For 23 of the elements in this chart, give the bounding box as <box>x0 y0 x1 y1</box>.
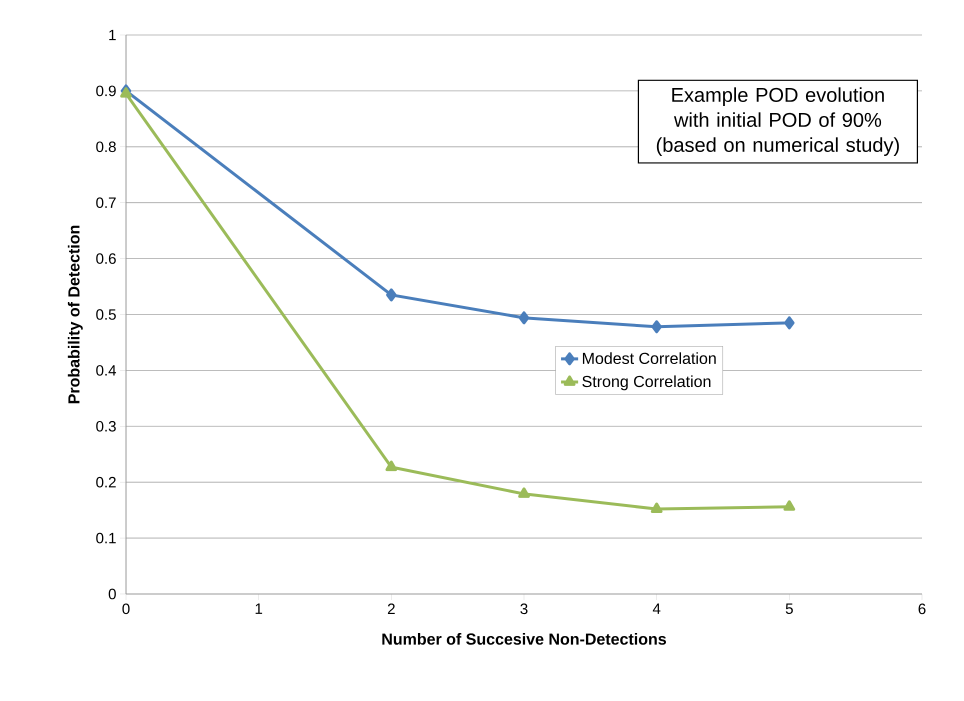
y-tick-label: 0.1 <box>96 532 116 544</box>
x-tick-label: 0 <box>122 604 130 614</box>
legend-label: Modest Correlation <box>582 352 716 364</box>
annotation: Example POD evolution with initial POD of 90% (based on numerical study) <box>656 87 899 156</box>
x-tick-label: 3 <box>520 604 528 614</box>
y-tick-label: 0.8 <box>96 141 116 152</box>
x-tick-label: 6 <box>918 604 926 614</box>
legend-label: Strong Correlation <box>582 375 710 390</box>
x-axis-title: Number of Succesive Non-Detections <box>382 633 666 645</box>
x-tick-label: 4 <box>652 604 660 614</box>
x-tick-label: 1 <box>256 604 262 614</box>
y-tick-label: 0.2 <box>96 476 116 488</box>
y-tick-label: 0.6 <box>96 253 116 264</box>
y-axis-title: Probability of Detection <box>68 226 83 404</box>
y-tick-label: 1 <box>109 30 116 40</box>
y-tick-label: 0.7 <box>96 197 116 208</box>
y-tick-label: 0.9 <box>96 86 116 96</box>
y-tick-label: 0 <box>108 588 116 600</box>
x-tick-label: 2 <box>388 604 395 614</box>
y-tick-label: 0.5 <box>96 309 116 320</box>
y-tick-label: 0.4 <box>96 365 116 376</box>
x-tick-label: 5 <box>786 604 793 614</box>
y-tick-label: 0.3 <box>96 420 116 432</box>
